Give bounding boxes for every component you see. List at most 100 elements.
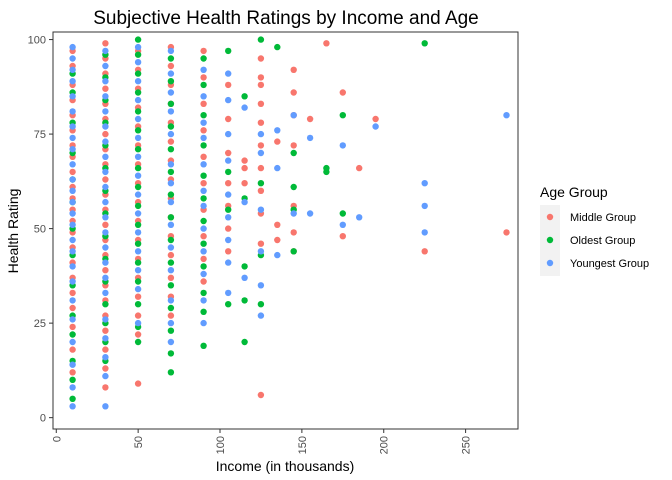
point-youngest-group-56 [134, 134, 142, 142]
y-tick-label-0: 0 [40, 413, 46, 425]
point-oldest-group-35 [134, 221, 142, 228]
point-youngest-group-86 [200, 93, 207, 100]
point-oldest-group-44 [134, 51, 142, 58]
point-youngest-group-65 [167, 267, 175, 274]
point-youngest-group-111 [306, 210, 314, 217]
point-youngest-group-99 [241, 104, 248, 111]
point-youngest-group-116 [372, 123, 379, 130]
point-oldest-group-64 [200, 263, 207, 270]
point-oldest-group-73 [225, 301, 232, 308]
point-oldest-group-31 [134, 301, 142, 308]
point-youngest-group-62 [167, 338, 175, 346]
point-middle-group-122 [356, 164, 363, 172]
point-youngest-group-84 [200, 134, 207, 142]
point-oldest-group-37 [134, 183, 142, 191]
x-axis: 0 50 100 150 200 250 [51, 429, 473, 454]
point-oldest-group-68 [200, 172, 207, 179]
point-oldest-group-46 [167, 369, 175, 376]
point-youngest-group-19 [69, 108, 76, 115]
point-middle-group-32 [102, 221, 109, 228]
point-oldest-group-29 [134, 338, 142, 346]
point-youngest-group-30 [102, 289, 109, 297]
point-youngest-group-32 [102, 259, 109, 266]
point-youngest-group-31 [102, 274, 109, 281]
point-youngest-group-18 [69, 123, 76, 130]
point-oldest-group-72 [200, 55, 207, 62]
point-youngest-group-94 [225, 130, 232, 138]
y-tick-label-3: 75 [34, 129, 46, 141]
point-middle-group-123 [372, 115, 379, 123]
point-youngest-group-43 [102, 93, 109, 100]
point-middle-group-112 [290, 229, 297, 236]
point-middle-group-48 [134, 293, 142, 300]
point-youngest-group-22 [69, 66, 76, 74]
point-oldest-group-89 [290, 183, 297, 191]
point-middle-group-4 [69, 289, 76, 297]
point-youngest-group-76 [200, 319, 207, 327]
y-tick-label-1: 25 [34, 318, 46, 330]
point-youngest-group-41 [102, 123, 109, 130]
point-oldest-group-58 [167, 100, 175, 108]
legend-title: Age Group [540, 184, 608, 200]
point-youngest-group-98 [241, 198, 248, 206]
point-youngest-group-15 [69, 161, 76, 168]
point-youngest-group-8 [69, 248, 76, 255]
point-youngest-group-97 [241, 274, 248, 281]
point-oldest-group-62 [200, 308, 207, 315]
point-youngest-group-109 [290, 210, 297, 217]
point-youngest-group-79 [200, 248, 207, 255]
chart-title: Subjective Health Ratings by Income and … [93, 8, 479, 29]
point-youngest-group-26 [102, 372, 109, 380]
point-youngest-group-103 [257, 206, 265, 213]
point-oldest-group-76 [225, 47, 232, 55]
point-youngest-group-95 [225, 96, 232, 104]
point-youngest-group-91 [225, 214, 232, 221]
point-youngest-group-9 [69, 236, 76, 244]
point-youngest-group-89 [225, 259, 232, 266]
point-youngest-group-73 [167, 89, 175, 96]
point-middle-group-1 [69, 346, 76, 353]
point-youngest-group-28 [102, 335, 109, 342]
point-oldest-group-38 [134, 164, 142, 172]
point-youngest-group-113 [339, 221, 346, 228]
point-youngest-group-61 [134, 43, 142, 51]
point-youngest-group-40 [102, 138, 109, 145]
point-middle-group-106 [257, 74, 265, 81]
point-oldest-group-50 [167, 282, 175, 289]
point-youngest-group-24 [69, 43, 76, 51]
x-axis-title: Income (in thousands) [216, 458, 355, 474]
point-oldest-group-32 [134, 278, 142, 285]
point-youngest-group-35 [102, 214, 109, 221]
point-oldest-group-78 [241, 297, 248, 304]
point-youngest-group-85 [200, 119, 207, 126]
point-middle-group-87 [225, 248, 232, 255]
y-axis-title: Health Rating [5, 189, 21, 274]
point-youngest-group-1 [69, 384, 76, 391]
legend-label-2: Youngest Group [570, 258, 649, 270]
point-middle-group-110 [274, 138, 281, 145]
point-youngest-group-63 [167, 319, 175, 327]
point-youngest-group-93 [225, 157, 232, 164]
point-oldest-group-61 [200, 342, 207, 349]
point-middle-group-100 [257, 187, 265, 194]
point-middle-group-119 [323, 40, 330, 47]
point-youngest-group-64 [167, 297, 175, 304]
point-youngest-group-21 [69, 78, 76, 85]
point-middle-group-125 [503, 229, 510, 236]
point-middle-group-0 [69, 369, 76, 376]
point-youngest-group-60 [134, 59, 142, 66]
point-youngest-group-38 [102, 168, 109, 176]
point-youngest-group-23 [69, 55, 76, 62]
legend-label-0: Middle Group [570, 212, 636, 224]
point-youngest-group-58 [134, 96, 142, 104]
point-middle-group-102 [257, 142, 265, 149]
point-youngest-group-114 [339, 142, 346, 149]
point-middle-group-25 [102, 327, 109, 334]
point-middle-group-46 [134, 331, 142, 338]
point-oldest-group-55 [167, 168, 175, 176]
point-youngest-group-75 [167, 47, 175, 55]
point-middle-group-88 [225, 225, 232, 232]
point-youngest-group-77 [200, 297, 207, 304]
point-youngest-group-66 [167, 244, 175, 251]
point-youngest-group-49 [134, 267, 142, 274]
